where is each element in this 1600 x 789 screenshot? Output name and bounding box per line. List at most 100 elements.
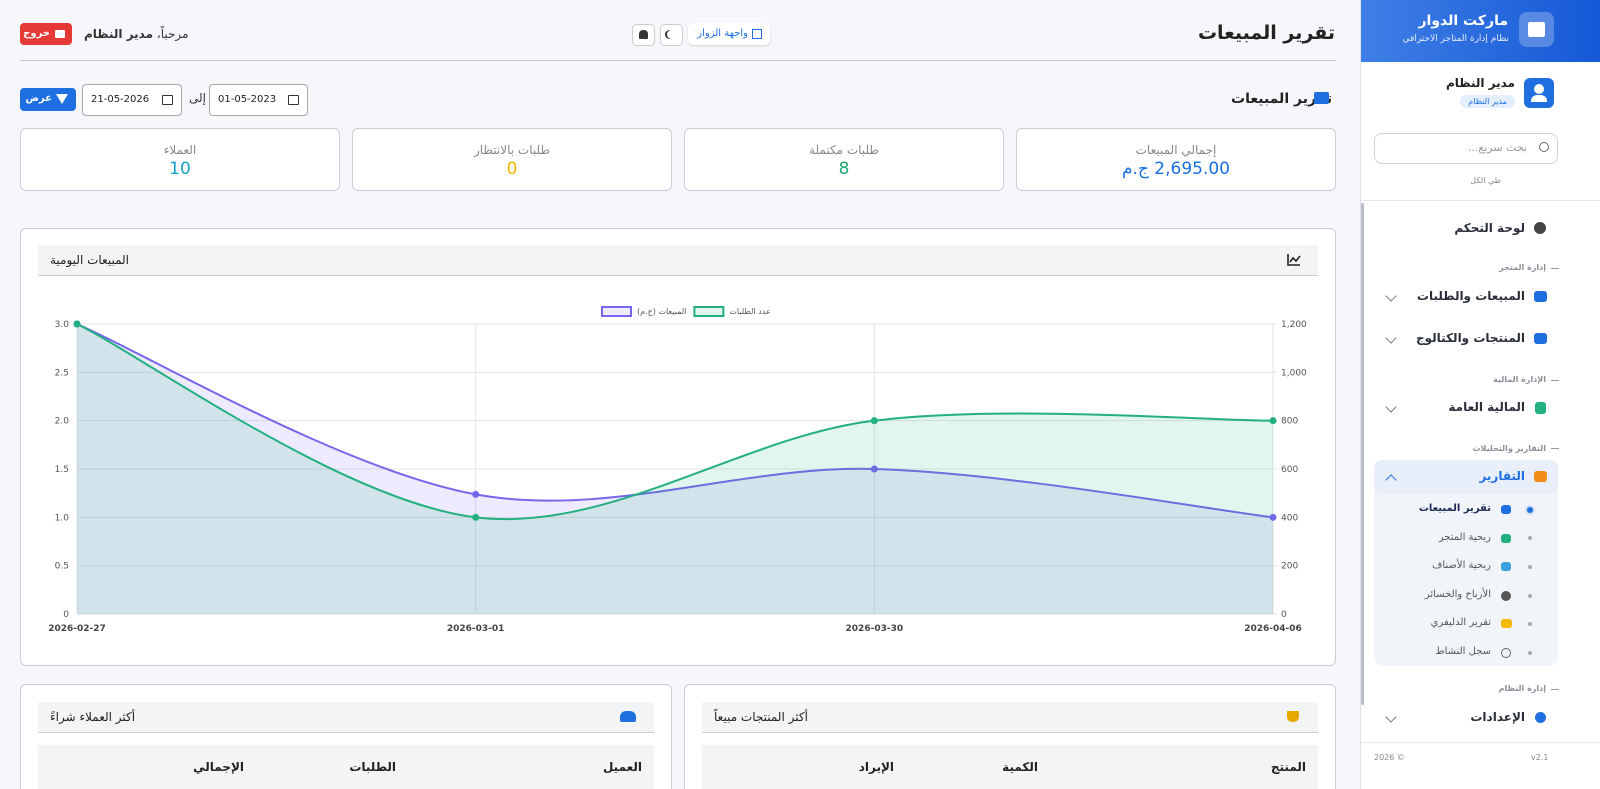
- bell-icon: [639, 30, 648, 39]
- menu-section: إدارة النظام: [1498, 684, 1546, 693]
- welcome-user: مدير النظام: [84, 27, 154, 41]
- x-tick-label: 2026-03-30: [846, 624, 904, 634]
- submenu-item[interactable]: الأرباح والخسائر: [1424, 589, 1491, 600]
- from-date-input[interactable]: 01-05-2023: [209, 84, 308, 116]
- menu-item[interactable]: المبيعات والطلبات: [1416, 289, 1525, 303]
- sub-dot: [1528, 651, 1532, 655]
- from-date: 01-05-2023: [218, 94, 277, 105]
- series-line: [76, 323, 1274, 521]
- to-date-input[interactable]: 21-05-2026: [82, 84, 182, 116]
- cart-icon: [1314, 92, 1329, 104]
- brand-subtitle: نظام إدارة المتاجر الاحترافي: [1402, 34, 1509, 44]
- visitor-label: واجهة الزوار: [697, 28, 748, 39]
- card-title: أكثر المنتجات مبيعاً: [714, 710, 808, 724]
- sidebar-header: [1361, 0, 1600, 62]
- submenu-item[interactable]: ربحية المتجر: [1438, 532, 1491, 543]
- brand-title: ماركت الدوار: [1418, 13, 1508, 29]
- sub-icon: [1501, 534, 1511, 543]
- chart-card-header: المبيعات اليومية: [38, 245, 1318, 276]
- data-point: [472, 490, 480, 498]
- menu-icon: [1534, 333, 1547, 344]
- chart-card: [20, 228, 1336, 666]
- to-label: إلى: [189, 91, 206, 105]
- active-item-bg: [1374, 460, 1558, 494]
- y2-tick-label: 0: [1281, 610, 1287, 620]
- series-line: [76, 323, 1274, 519]
- column-header: الإجمالي: [193, 760, 244, 774]
- chart: 0 0.5 1.0 1.5 2.0 2.5 3.0 0 200 400 600 800 1,000 1,2…: [48, 306, 1307, 634]
- menu-icon: [1534, 471, 1547, 482]
- y-tick-label: 0: [63, 610, 69, 620]
- y2-tick-label: 1,000: [1281, 368, 1307, 378]
- data-point: [870, 465, 878, 473]
- chevron: [1385, 332, 1397, 344]
- calendar-icon: [162, 95, 173, 105]
- submenu-item[interactable]: تقرير المبيعات: [1418, 503, 1491, 514]
- section-dash: [1551, 268, 1559, 269]
- stat-value: 8: [838, 159, 850, 179]
- user-name: مدير النظام: [1445, 76, 1515, 90]
- legend-swatch: [693, 306, 725, 317]
- section-dash: [1551, 380, 1559, 381]
- search-icon: [1539, 142, 1549, 152]
- visitor-button[interactable]: واجهة الزوار: [688, 23, 770, 45]
- chart-icon: [1287, 254, 1301, 266]
- y-tick-label: 1.0: [55, 513, 70, 523]
- submenu-item[interactable]: سجل النشاط: [1435, 646, 1491, 657]
- menu-item[interactable]: التقارير: [1479, 469, 1525, 483]
- legend-label: المبيعات (ج.م): [637, 307, 686, 316]
- card-title: أكثر العملاء شراءً: [50, 710, 136, 724]
- table-header: المنتج الكمية الإيراد: [702, 745, 1318, 789]
- y2-tick-label: 1,200: [1281, 320, 1307, 330]
- sub-dot: [1527, 507, 1533, 513]
- column-header: المنتج: [1270, 760, 1306, 774]
- sub-icon: [1501, 591, 1511, 601]
- submenu-item[interactable]: ربحية الأصناف: [1431, 560, 1491, 571]
- sub-icon: [1501, 619, 1512, 628]
- stat-card: العملاء 10: [20, 128, 340, 191]
- menu-item[interactable]: الإعدادات: [1470, 710, 1525, 724]
- logout-button[interactable]: خروج: [20, 23, 72, 45]
- card-header: أكثر المنتجات مبيعاً: [702, 702, 1318, 733]
- y2-tick-label: 600: [1281, 465, 1298, 475]
- submenu-item[interactable]: تقرير الدليفري: [1430, 617, 1491, 628]
- divider: [1361, 742, 1600, 743]
- column-header: الطلبات: [349, 760, 396, 774]
- external-icon: [752, 29, 762, 39]
- stat-label: طلبات بالانتظار: [473, 143, 550, 157]
- data-point: [870, 417, 878, 425]
- filter-heading: تقرير المبيعات: [1231, 91, 1332, 107]
- header-divider: [20, 60, 1336, 61]
- logout-icon: [55, 30, 65, 38]
- menu-item[interactable]: لوحة التحكم: [1454, 221, 1525, 235]
- y2-tick-label: 400: [1281, 513, 1298, 523]
- notifications[interactable]: [632, 24, 655, 46]
- stat-card: إجمالي المبيعات 2,695.00 ج.م: [1016, 128, 1336, 191]
- y-tick-label: 1.5: [55, 465, 69, 475]
- data-point: [73, 320, 81, 328]
- search-box[interactable]: بحث سريع...: [1374, 133, 1558, 164]
- stat-label: إجمالي المبيعات: [1135, 143, 1217, 157]
- menu-section: التقارير والتحليلات: [1472, 444, 1546, 453]
- submit-button[interactable]: عرض: [20, 88, 76, 111]
- sub-dot: [1528, 536, 1532, 540]
- theme-toggle[interactable]: [660, 24, 683, 46]
- collapse-all[interactable]: طي الكل: [1470, 176, 1501, 185]
- data-point: [1269, 513, 1277, 521]
- chart-title: المبيعات اليومية: [50, 253, 130, 267]
- menu-item[interactable]: المنتجات والكتالوج: [1416, 331, 1525, 345]
- stat-card: طلبات بالانتظار 0: [352, 128, 672, 191]
- stat-label: العملاء: [163, 143, 197, 157]
- y-tick-label: 3.0: [55, 320, 70, 330]
- menu-section: الإدارة المالية: [1493, 375, 1546, 384]
- column-header: العميل: [602, 760, 642, 774]
- menu-icon: [1534, 222, 1546, 234]
- copyright: 2026 ©: [1374, 753, 1405, 762]
- menu-item[interactable]: المالية العامة: [1448, 400, 1525, 414]
- page-title: تقرير المبيعات: [1197, 22, 1335, 44]
- brand-icon: [1519, 12, 1554, 47]
- data-point: [1269, 417, 1277, 425]
- trophy-icon: [1287, 711, 1299, 722]
- stat-value: 0: [506, 159, 518, 179]
